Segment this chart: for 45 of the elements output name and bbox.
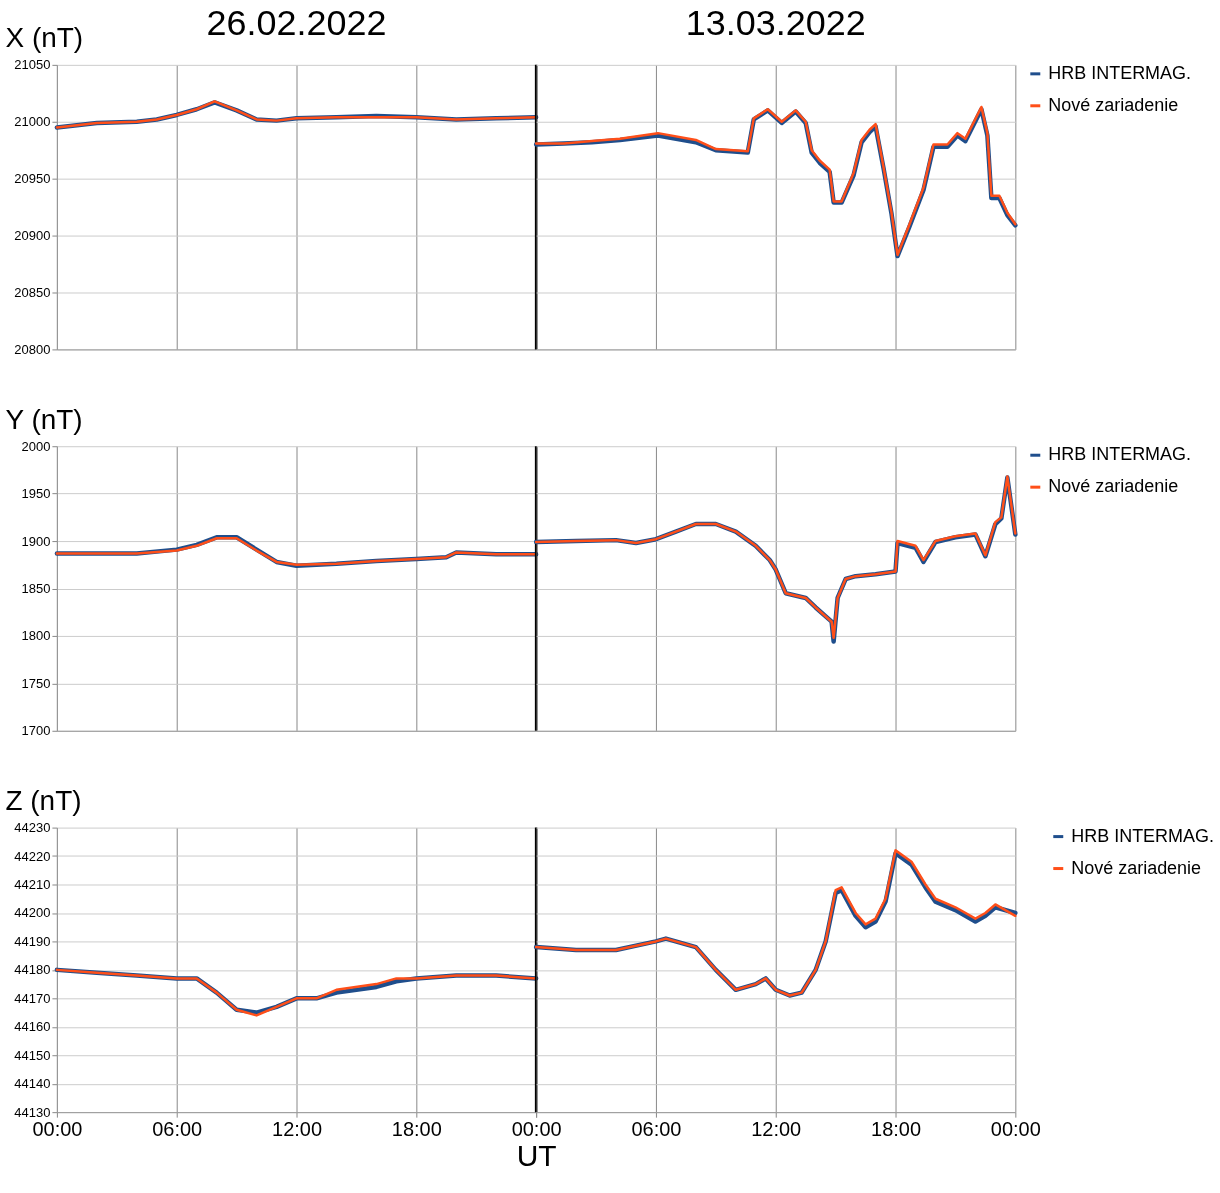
x-tick-label: 18:00: [391, 1117, 442, 1140]
chart-title: 13.03.2022: [685, 1, 866, 43]
x-tick-label: 00:00: [32, 1117, 83, 1140]
y-tick-label: 20900: [14, 228, 51, 244]
y-tick-label: 44180: [14, 962, 51, 978]
x-tick-label: 00:00: [511, 1117, 562, 1140]
y-tick-label: 20850: [14, 284, 51, 300]
y-tick-label: 44160: [14, 1019, 51, 1035]
legend-label: HRB INTERMAG.: [1048, 62, 1192, 83]
y-tick-label: 1700: [21, 723, 51, 739]
y-tick-label: 44230: [14, 820, 51, 836]
y-tick-label: 1900: [21, 533, 51, 549]
y-tick-label: 44140: [14, 1076, 51, 1092]
y-tick-label: 44130: [14, 1104, 51, 1120]
y-tick-label: 2000: [21, 438, 51, 454]
y-tick-label: 44170: [14, 990, 51, 1006]
x-tick-label: 06:00: [631, 1117, 682, 1140]
legend-label: Nové zariadenie: [1048, 476, 1179, 497]
y-tick-label: 44150: [14, 1047, 51, 1063]
legend-label: Nové zariadenie: [1071, 857, 1202, 878]
y-tick-label: 21050: [14, 57, 51, 73]
x-axis-title: UT: [516, 1138, 557, 1172]
y-tick-label: 44190: [14, 933, 51, 949]
chart-title: 26.02.2022: [206, 1, 387, 43]
y-tick-label: 1850: [21, 580, 51, 596]
y-axis-title: Z (nT): [5, 785, 82, 817]
y-tick-label: 20950: [14, 171, 51, 187]
x-tick-label: 00:00: [990, 1117, 1041, 1140]
y-tick-label: 20800: [14, 341, 51, 357]
legend-label: HRB INTERMAG.: [1048, 444, 1192, 465]
y-tick-label: 21000: [14, 114, 51, 130]
y-tick-label: 1750: [21, 675, 51, 691]
y-axis-title: Y (nT): [5, 403, 83, 435]
x-tick-label: 12:00: [751, 1117, 802, 1140]
legend-label: HRB INTERMAG.: [1071, 825, 1215, 846]
y-tick-label: 44210: [14, 877, 51, 893]
y-tick-label: 1800: [21, 628, 51, 644]
y-tick-label: 1950: [21, 486, 51, 502]
y-tick-label: 44220: [14, 848, 51, 864]
y-axis-title: X (nT): [5, 22, 84, 54]
x-tick-label: 18:00: [871, 1117, 921, 1140]
y-tick-label: 44200: [14, 905, 51, 921]
x-tick-label: 12:00: [272, 1117, 322, 1140]
x-tick-label: 06:00: [152, 1117, 203, 1140]
legend-label: Nové zariadenie: [1048, 94, 1179, 115]
